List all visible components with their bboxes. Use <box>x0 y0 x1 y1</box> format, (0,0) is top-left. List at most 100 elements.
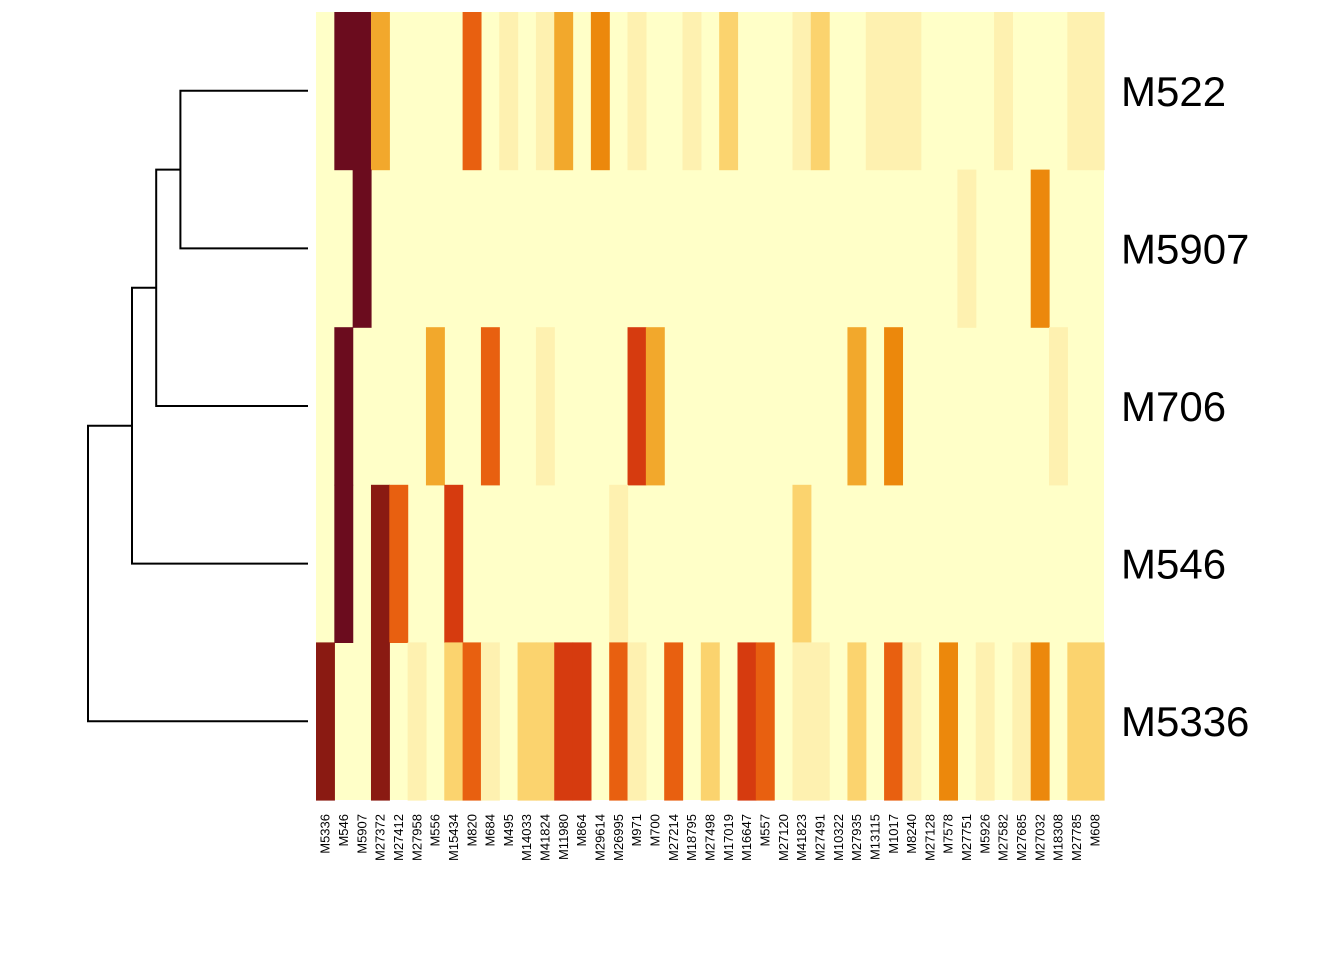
heatmap-cell <box>535 642 555 801</box>
column-label: M684 <box>483 814 498 847</box>
row-label: M522 <box>1121 68 1226 115</box>
heatmap-cell <box>755 642 775 801</box>
heatmap-cell <box>316 642 335 801</box>
heatmap-cell <box>407 642 427 801</box>
row-label: M706 <box>1121 383 1226 430</box>
heatmap-cell <box>865 12 885 171</box>
heatmap-cell <box>370 642 390 801</box>
heatmap-cell <box>499 12 519 171</box>
heatmap-cell <box>1067 12 1087 171</box>
column-label: M608 <box>1087 814 1102 847</box>
heatmap-cell <box>352 12 372 171</box>
heatmap-cell <box>572 642 592 801</box>
column-label: M546 <box>336 814 351 847</box>
heatmap-cell <box>810 12 830 171</box>
heatmap-cell <box>517 642 537 801</box>
heatmap-cell <box>535 327 555 486</box>
heatmap-cell <box>719 12 739 171</box>
dendrogram-link <box>155 168 308 407</box>
heatmap-cell <box>957 169 977 328</box>
heatmap-cell <box>1067 642 1087 801</box>
column-label: M27582 <box>996 814 1011 861</box>
heatmap-cell <box>682 12 702 171</box>
heatmap-cells <box>316 12 1105 801</box>
heatmap-cell <box>389 484 409 643</box>
heatmap-cell <box>1085 12 1105 171</box>
heatmap-cell <box>334 327 354 486</box>
heatmap-cell <box>810 642 830 801</box>
column-label: M27685 <box>1014 814 1029 861</box>
heatmap-cell <box>334 12 354 171</box>
heatmap-cell <box>884 327 904 486</box>
column-label: M16647 <box>739 814 754 861</box>
row-label: M5907 <box>1121 225 1249 272</box>
row-labels: M522 M5907 M706 M546 M5336 <box>1121 68 1249 745</box>
heatmap-cell <box>792 642 812 801</box>
heatmap-cell <box>1085 642 1105 801</box>
heatmap-cell <box>444 642 464 801</box>
heatmap-cell <box>902 642 922 801</box>
heatmap-cell <box>847 327 867 486</box>
column-label: M27498 <box>703 814 718 861</box>
heatmap-cell <box>792 12 812 171</box>
heatmap-cell <box>664 642 684 801</box>
heatmap-cell <box>994 12 1013 171</box>
heatmap-cell <box>480 642 500 801</box>
heatmap-cell <box>370 12 390 171</box>
heatmap-cell <box>1030 169 1050 328</box>
column-label: M14033 <box>519 814 534 861</box>
heatmap-cell <box>352 169 372 328</box>
column-label: M18795 <box>684 814 699 861</box>
column-label: M495 <box>501 814 516 847</box>
heatmap-cell <box>480 327 500 486</box>
column-label: M27128 <box>922 814 937 861</box>
heatmap-cell <box>462 642 482 801</box>
heatmap-cell <box>425 327 445 486</box>
column-label: M5926 <box>977 814 992 854</box>
column-label: M41824 <box>538 814 553 861</box>
heatmap-cell <box>792 484 812 643</box>
heatmap-cell <box>609 642 629 801</box>
dendrogram-link <box>87 424 308 723</box>
heatmap-cell <box>1012 642 1032 801</box>
column-labels: M5336 M546 M5907 M27372 M27412 M27958 M556 M154… <box>318 814 1103 861</box>
column-label: M5907 <box>354 814 369 854</box>
column-label: M27958 <box>409 814 424 861</box>
column-label: M27785 <box>1069 814 1084 861</box>
column-label: M971 <box>629 814 644 847</box>
heatmap-cell <box>1049 327 1068 486</box>
column-label: M18308 <box>1051 814 1066 861</box>
column-label: M13115 <box>867 814 882 860</box>
heatmap-cell <box>902 12 922 171</box>
column-label: M41823 <box>794 814 809 861</box>
heatmap-cell <box>370 484 390 643</box>
row-dendrogram <box>87 89 308 723</box>
column-label: M27214 <box>666 814 681 861</box>
column-label: M17019 <box>721 814 736 861</box>
column-label: M29614 <box>593 814 608 861</box>
heatmap-cell <box>847 642 867 801</box>
column-label: M5336 <box>318 814 333 854</box>
column-label: M1017 <box>886 814 901 854</box>
heatmap-cell <box>884 12 904 171</box>
column-label: M26995 <box>611 814 626 861</box>
heatmap-cell <box>939 642 958 801</box>
heatmap-cell <box>609 484 629 643</box>
dendrogram-link <box>131 286 308 565</box>
column-label: M556 <box>428 814 443 847</box>
column-label: M7578 <box>941 814 956 854</box>
heatmap-cell <box>627 642 647 801</box>
heatmap-cell <box>590 12 610 171</box>
column-label: M864 <box>574 814 589 847</box>
column-label: M10322 <box>831 814 846 861</box>
column-label: M15434 <box>446 814 461 861</box>
heatmap-cell <box>554 642 574 801</box>
heatmap-cell <box>554 12 574 171</box>
row-label: M5336 <box>1121 698 1249 745</box>
column-label: M11980 <box>556 814 571 860</box>
column-label: M27412 <box>391 814 406 861</box>
column-label: M27491 <box>813 814 828 861</box>
heatmap-cell <box>627 12 647 171</box>
column-label: M700 <box>648 814 663 847</box>
